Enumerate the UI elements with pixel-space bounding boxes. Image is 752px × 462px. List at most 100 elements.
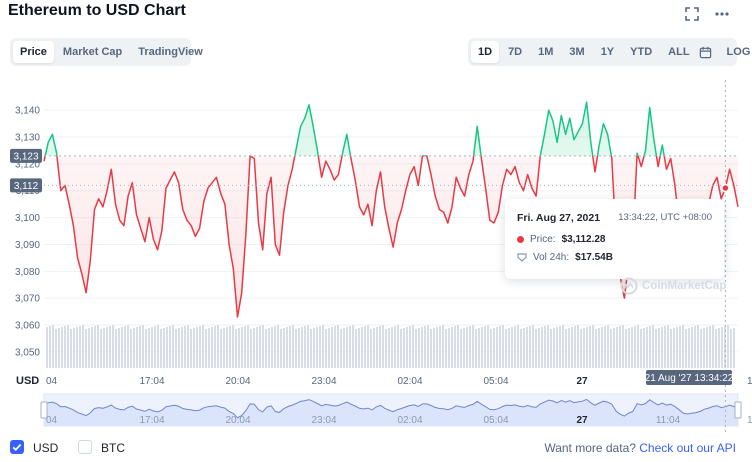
volume-bar	[733, 328, 735, 368]
tab-market-cap[interactable]: Market Cap	[56, 41, 129, 63]
volume-bar	[511, 327, 513, 368]
volume-bar	[499, 326, 501, 368]
tab-tradingview[interactable]: TradingView	[131, 41, 210, 63]
range-7d[interactable]: 7D	[501, 41, 529, 63]
volume-bar	[151, 327, 153, 368]
volume-bar	[610, 329, 612, 368]
volume-bar	[409, 326, 411, 368]
volume-bar	[643, 328, 645, 368]
volume-bar	[316, 327, 318, 368]
navigator: 0417:0420:0423:0402:0405:042711:0414:	[41, 394, 752, 426]
volume-bar	[274, 326, 276, 368]
volume-bar	[616, 327, 618, 368]
volume-bar	[73, 328, 75, 368]
volume-bar	[388, 328, 390, 368]
y-tick-label: 3,100	[15, 213, 40, 224]
volume-bar	[238, 328, 240, 368]
fullscreen-icon[interactable]	[682, 4, 702, 24]
volume-bar	[313, 328, 315, 368]
volume-bar	[598, 328, 600, 368]
volume-bar	[370, 329, 372, 368]
volume-bar	[250, 329, 252, 368]
volume-bar	[490, 329, 492, 368]
volume-bar	[136, 327, 138, 368]
volume-bar	[241, 327, 243, 368]
volume-bar	[436, 327, 438, 368]
volume-bar	[469, 326, 471, 368]
volume-bar	[232, 325, 234, 368]
volume-bar	[109, 326, 111, 368]
volume-bar	[256, 327, 258, 368]
volume-bar	[433, 328, 435, 368]
volume-bar	[211, 327, 213, 368]
volume-bar	[628, 328, 630, 368]
volume-bar	[178, 328, 180, 368]
volume-bar	[283, 328, 285, 368]
volume-bar	[307, 325, 309, 368]
x-tick-label: 17:04	[139, 376, 164, 387]
volume-bar	[301, 327, 303, 368]
volume-bar	[550, 329, 552, 368]
range-1m[interactable]: 1M	[531, 41, 560, 63]
volume-bar	[298, 328, 300, 368]
volume-bar	[373, 328, 375, 368]
api-link[interactable]: Check out our API	[639, 441, 736, 455]
volume-bar	[118, 328, 120, 368]
volume-bar	[259, 326, 261, 368]
volume-bar	[487, 325, 489, 368]
log-scale-toggle[interactable]: LOG	[720, 41, 752, 63]
watermark-text: CoinMarketCap	[642, 280, 726, 292]
volume-bar	[442, 325, 444, 368]
tab-price[interactable]: Price	[13, 41, 54, 63]
volume-bar	[382, 325, 384, 368]
volume-bar	[169, 326, 171, 368]
volume-bar	[601, 327, 603, 368]
volume-bar	[304, 326, 306, 368]
x-tick-label: 05:04	[483, 376, 508, 387]
volume-bar	[226, 327, 228, 368]
volume-bar	[328, 328, 330, 368]
volume-bar	[145, 329, 147, 368]
volume-bar	[538, 328, 540, 368]
volume-bar	[592, 325, 594, 368]
volume-bar	[478, 328, 480, 368]
tooltip-price-row: Price: $3,112.28	[517, 234, 606, 245]
range-3m[interactable]: 3M	[562, 41, 591, 63]
volume-bar	[709, 326, 711, 368]
volume-bar	[361, 327, 363, 368]
y-tick-label: 3,130	[15, 133, 40, 144]
api-prompt: Want more data? Check out our API	[544, 441, 736, 455]
volume-bar	[76, 327, 78, 368]
x-tick-label: 27	[576, 376, 588, 387]
volume-bar	[721, 327, 723, 368]
range-1y[interactable]: 1Y	[594, 41, 621, 63]
volume-bar	[214, 326, 216, 368]
volume-bar	[625, 329, 627, 368]
crosshair-time-label: 21 Aug '27 13:34:22	[645, 373, 734, 384]
volume-bar	[700, 329, 702, 368]
usd-label: USD	[33, 441, 58, 455]
volume-bar	[568, 328, 570, 368]
btc-checkbox[interactable]	[78, 440, 92, 454]
usd-checkbox[interactable]	[10, 440, 24, 454]
volume-bar	[244, 326, 246, 368]
volume-bar	[376, 327, 378, 368]
volume-bar	[184, 326, 186, 368]
volume-bar	[358, 328, 360, 368]
volume-bar	[676, 327, 678, 368]
volume-bar	[631, 327, 633, 368]
volume-bar	[85, 329, 87, 368]
volume-bar	[712, 325, 714, 368]
navigator-handle-right[interactable]	[735, 402, 741, 418]
range-ytd[interactable]: YTD	[623, 41, 659, 63]
volume-bar	[571, 327, 573, 368]
volume-bar	[667, 325, 669, 368]
more-dots-icon[interactable]	[712, 4, 732, 24]
calendar-icon[interactable]	[699, 41, 712, 63]
y-axis-ticks: 3,1403,1303,1203,1103,1003,0903,0803,070…	[15, 106, 40, 387]
range-1d[interactable]: 1D	[471, 41, 499, 63]
range-tabs: 1D 7D 1M 3M 1Y YTD ALL LOG	[468, 38, 737, 66]
volume-bar	[688, 328, 690, 368]
range-all[interactable]: ALL	[661, 41, 696, 63]
volume-bar	[655, 329, 657, 368]
